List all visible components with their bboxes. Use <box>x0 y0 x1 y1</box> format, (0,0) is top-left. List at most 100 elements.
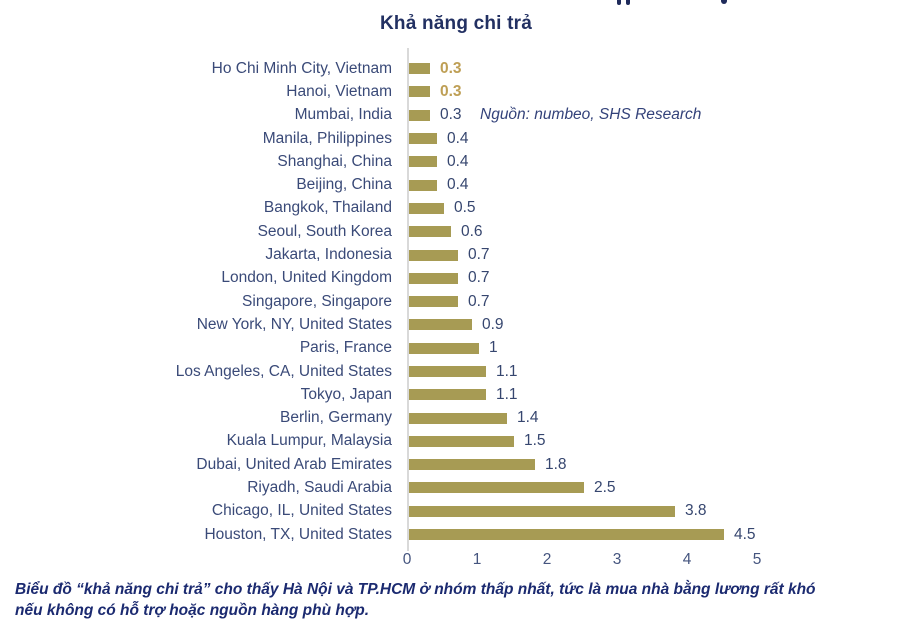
x-axis-zero-line <box>407 48 409 551</box>
bar-row: Paris, France 1 <box>0 337 900 360</box>
value-label: 0.7 <box>468 269 490 287</box>
bar-area: 0.3 <box>392 106 462 124</box>
value-label: 0.3 <box>440 59 462 77</box>
value-label: 3.8 <box>685 502 707 520</box>
bar-area: 0.7 <box>392 246 490 264</box>
bar-area: 0.7 <box>392 293 490 311</box>
bar-area: 3.8 <box>392 502 707 520</box>
bar-area: 0.4 <box>392 153 469 171</box>
bar <box>409 133 437 145</box>
bar-row: Kuala Lumpur, Malaysia 1.5 <box>0 430 900 453</box>
category-label: Beijing, China <box>296 176 392 194</box>
value-label: 1.8 <box>545 455 567 473</box>
category-label: Berlin, Germany <box>280 409 392 427</box>
bar-row: Houston, TX, United States 4.5 <box>0 523 900 546</box>
value-label: 0.4 <box>447 176 469 194</box>
x-axis-tick-label: 2 <box>542 551 552 568</box>
caption-line-1: Biểu đồ “khả năng chi trả” cho thấy Hà N… <box>15 581 816 598</box>
bar-row: Shanghai, China 0.4 <box>0 150 900 173</box>
value-label: 0.3 <box>440 106 462 124</box>
x-axis-tick-label: 0 <box>402 551 412 568</box>
bar <box>409 63 430 75</box>
clipped-header-fragment <box>617 0 621 5</box>
bar <box>409 296 458 308</box>
bar <box>409 249 458 261</box>
bar-area: 0.5 <box>392 199 476 217</box>
category-label: Seoul, South Korea <box>257 222 392 240</box>
bar-area: 1.4 <box>392 409 539 427</box>
bar-row: Singapore, Singapore 0.7 <box>0 290 900 313</box>
category-label: Kuala Lumpur, Malaysia <box>226 432 392 450</box>
value-label: 1 <box>489 339 498 357</box>
bar-row: Bangkok, Thailand 0.5 <box>0 197 900 220</box>
bar <box>409 459 535 471</box>
bar <box>409 505 675 517</box>
category-label: Hanoi, Vietnam <box>286 82 392 100</box>
category-label: Houston, TX, United States <box>204 525 392 543</box>
x-axis-tick-label: 1 <box>472 551 482 568</box>
bar-area: 1.1 <box>392 386 518 404</box>
bar <box>409 389 486 401</box>
bar-area: 1.5 <box>392 432 546 450</box>
bar-row: Manila, Philippines 0.4 <box>0 127 900 150</box>
bar-row: Tokyo, Japan 1.1 <box>0 383 900 406</box>
category-label: Riyadh, Saudi Arabia <box>247 478 392 496</box>
category-label: London, United Kingdom <box>221 269 392 287</box>
source-note: Nguồn: numbeo, SHS Research <box>480 106 702 123</box>
bar-area: 0.6 <box>392 223 483 241</box>
bar-row: New York, NY, United States 0.9 <box>0 313 900 336</box>
bar <box>409 202 444 214</box>
bar <box>409 226 451 238</box>
clipped-header-fragment <box>626 0 630 5</box>
bar-area: 0.3 <box>392 83 462 101</box>
bar-row: Seoul, South Korea 0.6 <box>0 220 900 243</box>
value-label: 0.3 <box>440 82 462 100</box>
bar-area: 1.8 <box>392 456 567 474</box>
bar-area: 0.7 <box>392 269 490 287</box>
category-label: Chicago, IL, United States <box>211 502 392 520</box>
bar-area: 4.5 <box>392 526 756 544</box>
bar <box>409 412 507 424</box>
bar-area: 1 <box>392 339 498 357</box>
bar-area: 1.1 <box>392 363 518 381</box>
bar-area: 0.3 <box>392 60 462 78</box>
bar-row: Jakarta, Indonesia 0.7 <box>0 243 900 266</box>
bar-row: Chicago, IL, United States 3.8 <box>0 500 900 523</box>
bar <box>409 86 430 98</box>
value-label: 1.5 <box>524 432 546 450</box>
bar-area: 0.4 <box>392 130 469 148</box>
bar <box>409 435 514 447</box>
value-label: 0.9 <box>482 315 504 333</box>
value-label: 2.5 <box>594 478 616 496</box>
value-label: 1.4 <box>517 409 539 427</box>
bar-row: Mumbai, India 0.3 <box>0 104 900 127</box>
bar <box>409 529 724 541</box>
bar-row: Dubai, United Arab Emirates 1.8 <box>0 453 900 476</box>
category-label: Jakarta, Indonesia <box>265 246 392 264</box>
value-label: 0.7 <box>468 292 490 310</box>
value-label: 0.6 <box>461 222 483 240</box>
category-label: Mumbai, India <box>294 106 392 124</box>
value-label: 0.7 <box>468 246 490 264</box>
category-label: Shanghai, China <box>277 152 392 170</box>
caption-line-2: nếu không có hỗ trợ hoặc nguồn hàng phù … <box>15 602 370 619</box>
category-label: Los Angeles, CA, United States <box>175 362 392 380</box>
bar <box>409 109 430 121</box>
category-label: Tokyo, Japan <box>300 385 392 403</box>
bar-row: London, United Kingdom 0.7 <box>0 267 900 290</box>
bar-area: 0.4 <box>392 176 469 194</box>
category-label: Dubai, United Arab Emirates <box>196 455 392 473</box>
value-label: 0.4 <box>447 129 469 147</box>
bar <box>409 272 458 284</box>
value-label: 0.5 <box>454 199 476 217</box>
category-label: Singapore, Singapore <box>242 292 392 310</box>
bar <box>409 342 479 354</box>
category-label: Manila, Philippines <box>262 129 392 147</box>
value-label: 1.1 <box>496 385 518 403</box>
bar-area: 2.5 <box>392 479 616 497</box>
category-label: Paris, France <box>299 339 392 357</box>
bar <box>409 156 437 168</box>
bar-rows: Ho Chi Minh City, Vietnam 0.3 Hanoi, Vietn… <box>0 57 900 546</box>
bar <box>409 179 437 191</box>
